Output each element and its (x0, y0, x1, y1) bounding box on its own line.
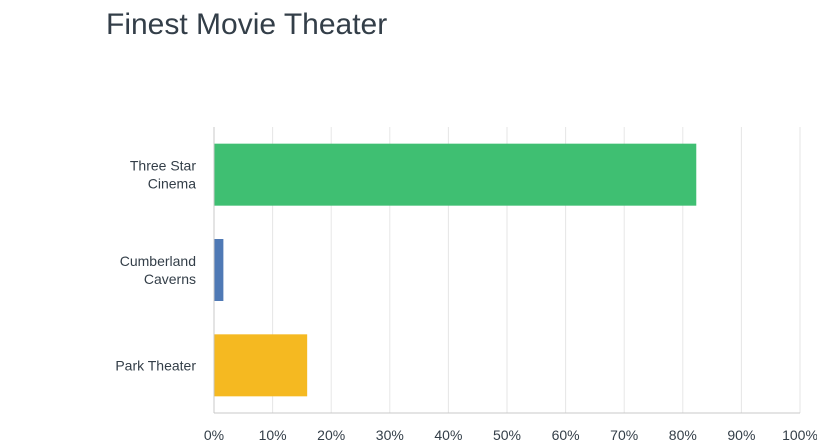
labels: 0% 10% 20% 30% 40% 50% 60% 70% 80% 90% 100% Three S… (115, 158, 817, 443)
x-tick-label: 60% (552, 427, 580, 443)
x-tick-label: 80% (669, 427, 697, 443)
x-tick-label: 70% (610, 427, 638, 443)
x-tick-label: 90% (727, 427, 755, 443)
x-tick-label: 30% (376, 427, 404, 443)
category-label: Three Star Cinema (130, 158, 196, 192)
x-tick-label: 40% (434, 427, 462, 443)
category-label: Park Theater (115, 357, 196, 373)
axes (213, 127, 800, 414)
bar (214, 143, 697, 206)
bars (214, 143, 697, 397)
bar (214, 334, 308, 397)
x-tick-label: 100% (782, 427, 817, 443)
x-tick-label: 0% (204, 427, 224, 443)
bar (214, 239, 224, 301)
x-tick-label: 50% (493, 427, 521, 443)
x-tick-label: 10% (259, 427, 287, 443)
category-label: Cumberland Caverns (120, 253, 196, 287)
x-tick-label: 20% (317, 427, 345, 443)
chart-title: Finest Movie Theater (106, 8, 388, 41)
